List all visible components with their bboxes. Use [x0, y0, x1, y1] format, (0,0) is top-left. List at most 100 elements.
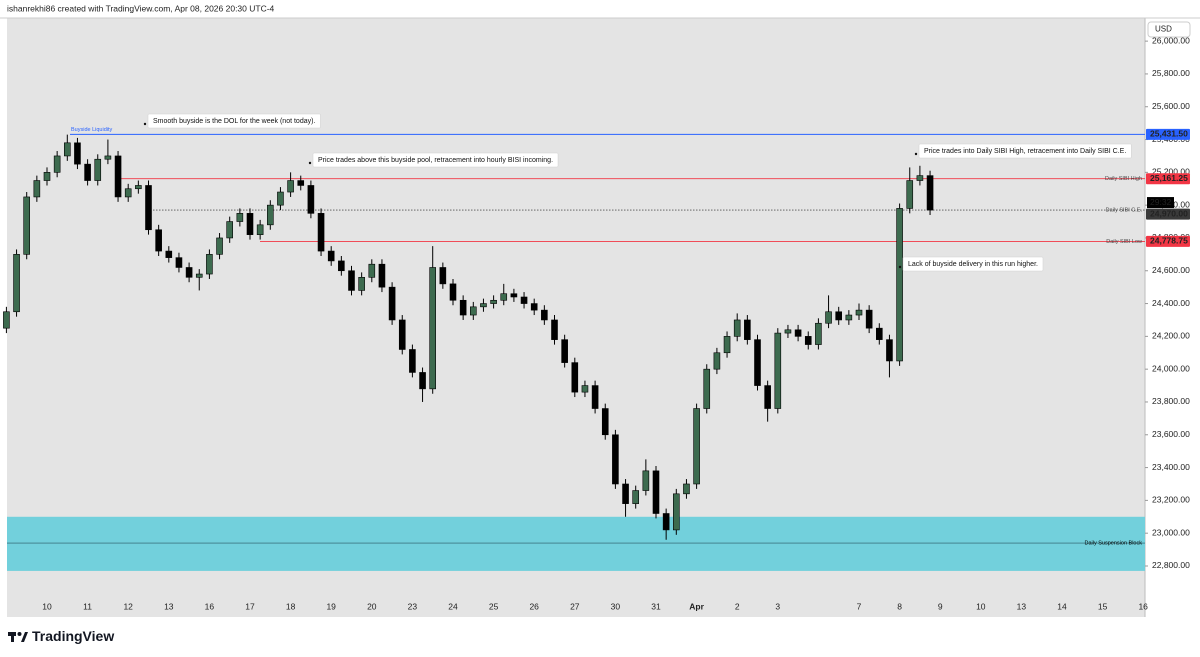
x-tick-label: 3	[775, 601, 780, 611]
x-tick-label: 25	[489, 601, 499, 611]
x-tick-label: 14	[1057, 601, 1067, 611]
candle-body	[287, 180, 294, 193]
level-price: 25,431.50	[1150, 129, 1188, 139]
level-price-box	[1146, 235, 1190, 247]
candle-body	[723, 336, 731, 354]
candle-body	[591, 385, 599, 409]
candle-body	[601, 408, 609, 436]
annotation-anchor	[308, 161, 312, 165]
candle-body	[256, 224, 264, 235]
candle-body	[135, 185, 142, 190]
countdown-box	[1147, 197, 1174, 209]
level-name: Daily SIBI C.E.	[1106, 208, 1143, 214]
x-tick-label: 13	[164, 601, 174, 611]
candle-body	[3, 311, 10, 329]
candle-body	[764, 385, 771, 409]
countdown: 29:32	[1150, 197, 1172, 207]
x-tick-label: 18	[286, 601, 296, 611]
candle-body	[683, 483, 690, 495]
y-tick-label: 23,200.00	[1152, 495, 1190, 505]
candle-body	[520, 296, 528, 304]
candle-body	[662, 513, 670, 531]
candle-body	[23, 196, 31, 255]
candle-body	[33, 180, 41, 198]
candle-body	[327, 250, 335, 262]
candle-body	[459, 299, 467, 316]
candle-body	[916, 175, 924, 181]
brand-name: TradingView	[32, 628, 114, 644]
candle-body	[855, 309, 863, 316]
candle-body	[642, 470, 650, 491]
candle-body	[906, 180, 914, 209]
candle-body	[632, 490, 640, 504]
annotation-box	[147, 113, 321, 129]
candle-body	[358, 277, 365, 291]
currency-button[interactable]	[1147, 21, 1191, 38]
candle-body	[500, 293, 508, 301]
x-tick-label: 11	[83, 601, 92, 611]
candle-body	[155, 229, 162, 252]
candle-body	[510, 293, 518, 298]
candle-body	[378, 263, 386, 288]
x-tick-label: 2	[735, 601, 740, 611]
plot-area: Daily Suspension Block 22,800.00 23,000.00…	[0, 17, 1200, 617]
candle-body	[896, 208, 903, 362]
candle-body	[338, 260, 345, 272]
y-tick-label: 25,800.00	[1152, 68, 1190, 78]
brand-logo	[8, 632, 28, 642]
candle-body	[53, 155, 61, 173]
candle-body	[297, 180, 305, 186]
candle-body	[145, 185, 152, 231]
header-text: ishanrekhi86 created with TradingView.co…	[7, 3, 275, 13]
y-tick-label: 22,800.00	[1152, 560, 1190, 570]
candle-body	[236, 213, 244, 222]
candle-body	[266, 204, 274, 226]
y-tick-label: 23,400.00	[1152, 462, 1190, 472]
price-axis-background	[1145, 18, 1200, 617]
annotation-text: Price trades above this buyside pool, re…	[318, 157, 553, 164]
candle-body	[74, 142, 81, 165]
y-tick-label: 25,600.00	[1152, 101, 1190, 111]
candle-body	[165, 250, 173, 258]
y-tick-label: 24,400.00	[1152, 298, 1190, 308]
level-price-box	[1146, 208, 1190, 220]
candle-body	[875, 327, 883, 340]
level-name: Daily SIBI High	[1105, 176, 1142, 182]
candle-body	[612, 434, 619, 485]
candle-body	[195, 273, 203, 278]
x-tick-label: 7	[857, 601, 862, 611]
candle-body	[398, 319, 406, 350]
x-tick-label: 30	[611, 601, 621, 611]
candle-body	[794, 329, 802, 337]
annotation-box	[902, 256, 1044, 272]
candle-body	[469, 306, 477, 316]
candle-body	[480, 303, 487, 308]
candle-body	[277, 191, 284, 206]
candle-body	[541, 309, 548, 321]
candle-body	[409, 349, 416, 373]
x-tick-label: 13	[1017, 601, 1027, 611]
y-tick-label: 26,000.00	[1152, 35, 1190, 45]
candle-body	[774, 332, 782, 409]
x-tick-label: 16	[1138, 601, 1148, 611]
candle-body	[104, 155, 112, 160]
candle-body	[815, 322, 822, 345]
level-price-box	[1146, 173, 1190, 185]
candle-body	[429, 267, 437, 390]
candle-body	[114, 155, 122, 198]
candle-body	[551, 319, 558, 340]
annotation-anchor	[898, 265, 902, 269]
candle-body	[185, 267, 193, 278]
annotation-anchor	[914, 152, 918, 156]
zone-label: Daily Suspension Block	[1085, 540, 1143, 546]
x-tick-label: 27	[570, 601, 580, 611]
currency-label: USD	[1155, 25, 1172, 34]
candle-body	[886, 339, 893, 362]
candle-body	[530, 303, 538, 311]
annotation-box	[312, 152, 559, 168]
candle-body	[449, 283, 457, 301]
candle-body	[43, 172, 51, 181]
level-name: Buyside Liquidity	[71, 127, 113, 133]
